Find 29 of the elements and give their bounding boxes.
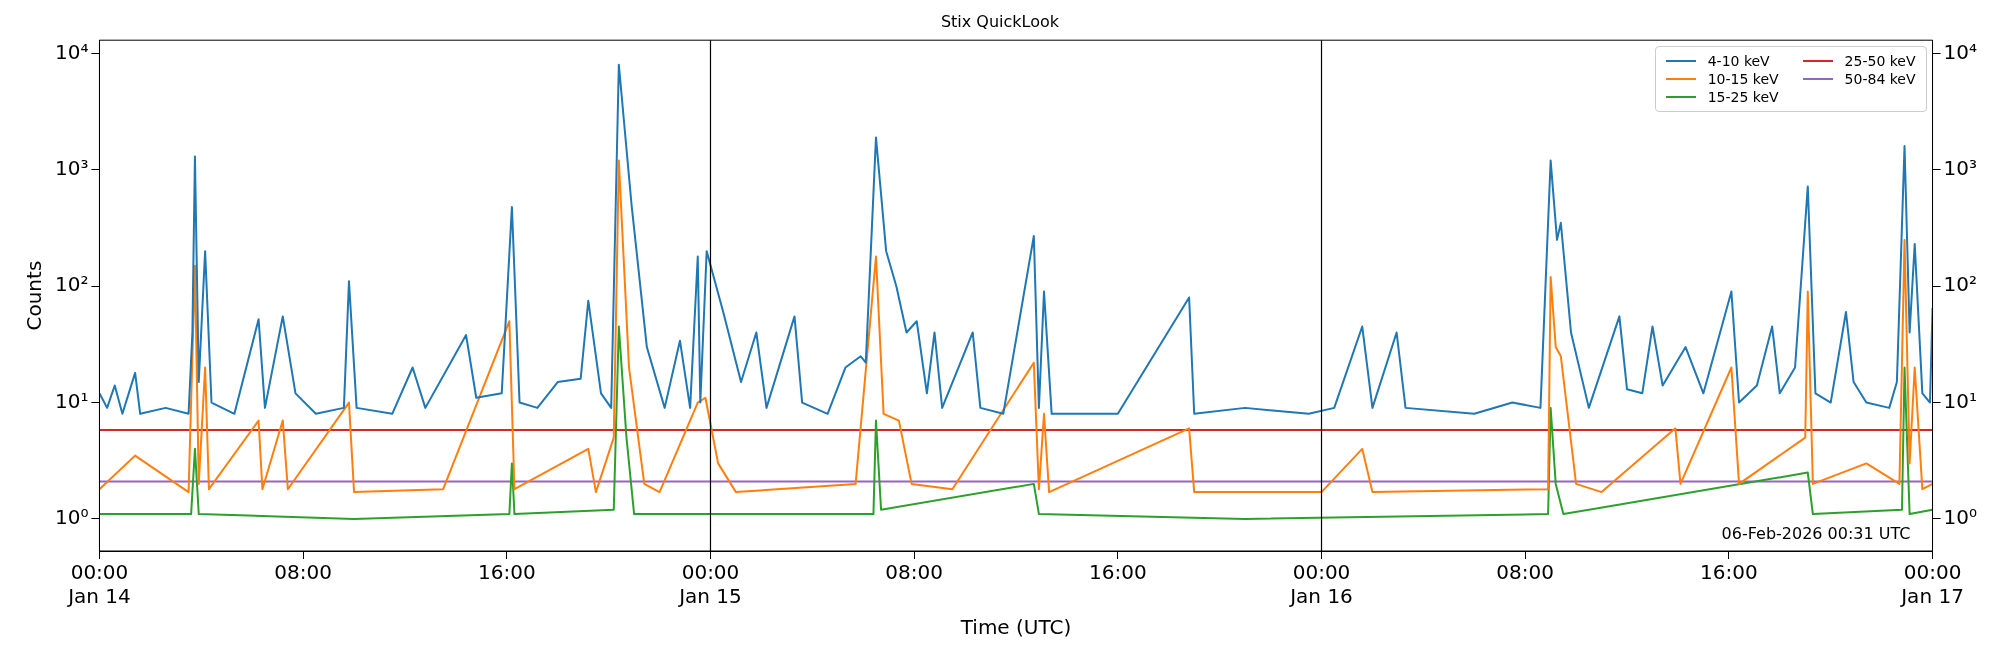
x-tick-label: 00:00 Jan 14 bbox=[66, 560, 131, 609]
x-axis-title: Time (UTC) bbox=[959, 615, 1072, 640]
x-tick-label: 16:00 bbox=[1089, 560, 1147, 585]
annotation: 06-Feb-2026 00:31 UTC bbox=[1721, 524, 1911, 544]
y-tick-label: 10³ bbox=[55, 156, 89, 181]
y-tick-label: 10¹ bbox=[55, 388, 89, 413]
text: 10² bbox=[1943, 272, 1977, 297]
text: 10⁰ bbox=[1943, 505, 1977, 530]
legend-label: 15-25 keV bbox=[1707, 89, 1779, 106]
x-tick-label: 00:00 Jan 17 bbox=[1899, 560, 1964, 609]
legend-label: 50-84 keV bbox=[1844, 71, 1916, 88]
text: 10¹ bbox=[1943, 388, 1977, 413]
text: 10³ bbox=[1943, 156, 1977, 181]
text: 10⁴ bbox=[1943, 39, 1977, 64]
x-tick-label: 08:00 bbox=[274, 560, 332, 585]
x-tick-label: 16:00 bbox=[477, 560, 536, 585]
x-tick-label: 08:00 bbox=[885, 560, 943, 585]
x-tick-label: 16:00 bbox=[1700, 560, 1758, 585]
x-tick-label: 00:00 Jan 16 bbox=[1288, 560, 1353, 609]
legend-label: 10-15 keV bbox=[1707, 71, 1779, 88]
legend-label: 4-10 keV bbox=[1707, 53, 1770, 70]
x-tick-label: 00:00 Jan 15 bbox=[677, 560, 742, 609]
x-tick-label: 08:00 bbox=[1496, 560, 1555, 585]
y-tick-label: 10² bbox=[55, 272, 89, 297]
y-tick-label: 10⁰ bbox=[55, 505, 89, 530]
y-axis-title: Counts bbox=[22, 260, 47, 331]
chart-title: Stix QuickLook bbox=[940, 11, 1060, 31]
legend-label: 25-50 keV bbox=[1844, 53, 1916, 70]
y-tick-label: 10⁴ bbox=[55, 39, 89, 64]
